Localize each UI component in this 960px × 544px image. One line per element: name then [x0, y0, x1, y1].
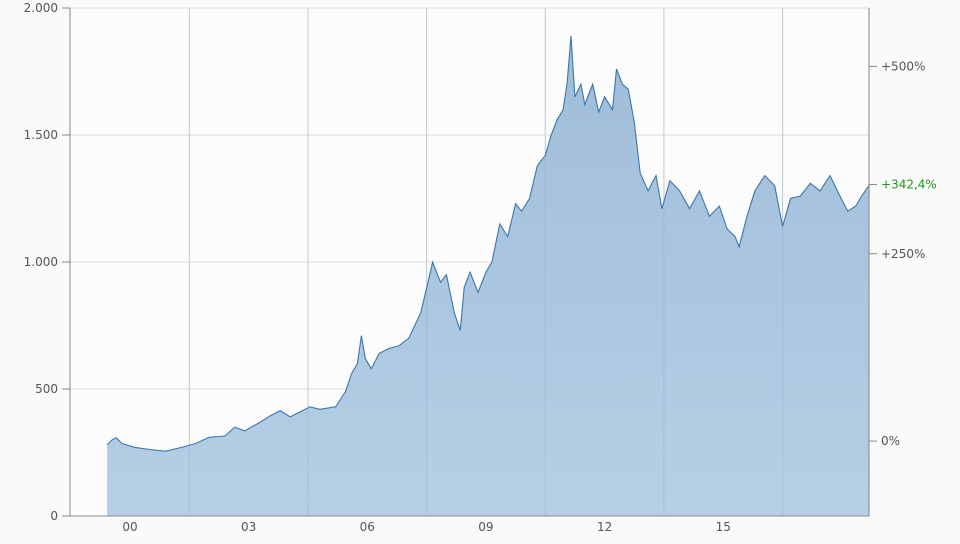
y-tick-label: 1.500 — [24, 128, 58, 142]
y-tick-label: 1.000 — [24, 255, 58, 269]
x-tick-label: 06 — [360, 520, 375, 534]
series-line — [106, 35, 871, 452]
last-change-label: +342,4% — [881, 178, 937, 192]
y2-tick-label: +250% — [881, 247, 925, 261]
y-tick-label: 0 — [50, 509, 58, 523]
y2-tick-label: 0% — [881, 434, 900, 448]
y-tick-label: 2.000 — [24, 1, 58, 15]
x-tick-label: 09 — [478, 520, 493, 534]
x-tick-label: 15 — [716, 520, 731, 534]
x-tick-label: 03 — [241, 520, 256, 534]
series-area — [107, 35, 870, 517]
axis-labels: 0 500 1.000 1.500 2.000 00 03 06 09 12 15 0% +250% +5… — [24, 1, 937, 534]
y-tick-label: 500 — [35, 382, 58, 396]
gridlines-over-area — [188, 8, 784, 516]
x-tick-label: 00 — [122, 520, 137, 534]
x-tick-label: 12 — [597, 520, 612, 534]
axes — [62, 7, 877, 517]
y2-tick-label: +500% — [881, 59, 925, 73]
